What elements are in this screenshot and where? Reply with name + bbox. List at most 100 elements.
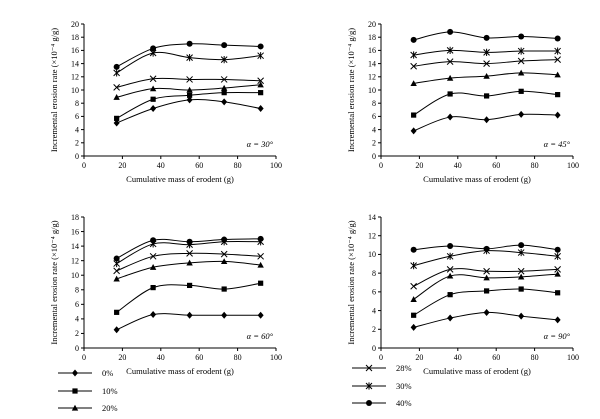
series: [411, 286, 561, 318]
data-point: [517, 273, 525, 280]
legend-marker: [365, 364, 373, 372]
data-point: [518, 110, 525, 118]
y-tick-label: 4: [75, 315, 79, 324]
y-tick-label: 12: [71, 73, 79, 82]
data-point: [149, 252, 157, 260]
data-point: [446, 46, 454, 54]
data-point: [518, 242, 525, 249]
y-tick-label: 2: [372, 139, 376, 148]
data-point: [446, 272, 454, 279]
y-axis-label: Incremental erosion rate (×10⁻⁴ g/g): [346, 28, 356, 152]
angle-annotation: α = 90°: [544, 331, 571, 341]
x-tick-label: 0: [82, 161, 86, 170]
y-tick-label: 0: [372, 344, 376, 353]
data-point: [483, 72, 490, 79]
x-tick-label: 80: [531, 161, 539, 170]
data-point: [554, 266, 561, 273]
data-point: [411, 312, 417, 318]
chart-panel: 0 2 4 6 8 10 12 14 0 20 40 60 80 100 Cumulative mass o…: [346, 213, 579, 376]
y-tick-label: 20: [368, 20, 376, 29]
x-tick-label: 0: [82, 353, 86, 362]
series: [113, 311, 264, 334]
data-point: [257, 261, 264, 268]
chart-panel: 0 2 4 6 8 10 12 14 16 18 20 0 20 40 60 80 100 Cumulative …: [49, 20, 282, 184]
data-point: [220, 258, 228, 264]
data-point: [410, 62, 417, 70]
x-tick-label: 40: [454, 161, 462, 170]
data-point: [114, 115, 120, 121]
data-point: [150, 284, 156, 291]
series-line: [413, 250, 558, 267]
series: [113, 49, 264, 77]
data-point: [517, 267, 525, 275]
legend-label: 40%: [396, 398, 412, 408]
x-tick-label: 100: [567, 353, 579, 362]
y-tick-label: 12: [368, 73, 376, 82]
x-tick-label: 20: [415, 353, 423, 362]
data-point: [554, 270, 561, 277]
y-tick-label: 12: [71, 256, 79, 265]
y-tick-label: 18: [71, 213, 79, 222]
data-point: [186, 76, 193, 83]
data-point: [220, 84, 228, 91]
data-point: [446, 74, 454, 81]
data-point: [446, 252, 454, 260]
data-point: [113, 94, 120, 100]
y-tick-label: 18: [368, 33, 376, 42]
data-point: [113, 69, 120, 77]
data-point: [186, 311, 193, 319]
series: [113, 40, 264, 70]
data-point: [554, 246, 561, 253]
legend-label: 28%: [396, 363, 412, 373]
x-tick-label: 0: [379, 161, 383, 170]
legend-marker: [366, 400, 372, 406]
angle-annotation: α = 45°: [544, 139, 571, 149]
y-tick-label: 2: [75, 329, 79, 338]
data-point: [150, 45, 157, 52]
data-point: [221, 42, 228, 49]
angle-annotation: α = 60°: [247, 331, 274, 341]
y-tick-label: 20: [71, 20, 79, 29]
data-point: [446, 266, 454, 273]
series: [114, 90, 264, 121]
data-point: [257, 43, 264, 50]
data-point: [258, 90, 264, 96]
series: [410, 242, 561, 253]
x-tick-label: 0: [379, 353, 383, 362]
data-point: [257, 104, 264, 112]
y-tick-label: 8: [75, 99, 79, 108]
data-point: [113, 255, 120, 262]
x-tick-label: 20: [118, 353, 126, 362]
y-tick-label: 10: [71, 271, 79, 280]
data-point: [518, 312, 525, 320]
y-axis-label: Incremental erosion rate (×10⁻⁴ g/g): [346, 220, 356, 344]
data-point: [113, 275, 120, 282]
series: [410, 110, 561, 135]
x-tick-label: 20: [118, 161, 126, 170]
x-tick-label: 60: [195, 353, 203, 362]
y-tick-label: 10: [71, 86, 79, 95]
legend-marker: [72, 369, 78, 377]
data-point: [518, 286, 524, 292]
data-point: [483, 274, 490, 281]
y-tick-label: 16: [368, 46, 376, 55]
data-point: [410, 80, 417, 86]
legend-item: 10%: [58, 386, 118, 396]
legend-label: 20%: [102, 403, 118, 413]
data-point: [257, 77, 264, 85]
y-tick-label: 12: [368, 232, 376, 241]
data-point: [517, 57, 525, 65]
series: [410, 308, 561, 331]
x-tick-label: 80: [234, 161, 242, 170]
series: [113, 96, 264, 127]
y-tick-label: 16: [71, 46, 79, 55]
y-tick-label: 0: [75, 152, 79, 161]
y-tick-label: 2: [372, 325, 376, 334]
legend-item: 40%: [352, 398, 412, 408]
series: [113, 75, 264, 91]
x-tick-label: 20: [415, 161, 423, 170]
legend-label: 0%: [102, 368, 113, 378]
y-axis-label: Incremental erosion rate (×10⁻⁴ g/g): [49, 28, 59, 152]
legend: 28% 30% 40%: [352, 363, 412, 408]
x-axis-label: Cumulative mass of erodent (g): [423, 174, 531, 184]
